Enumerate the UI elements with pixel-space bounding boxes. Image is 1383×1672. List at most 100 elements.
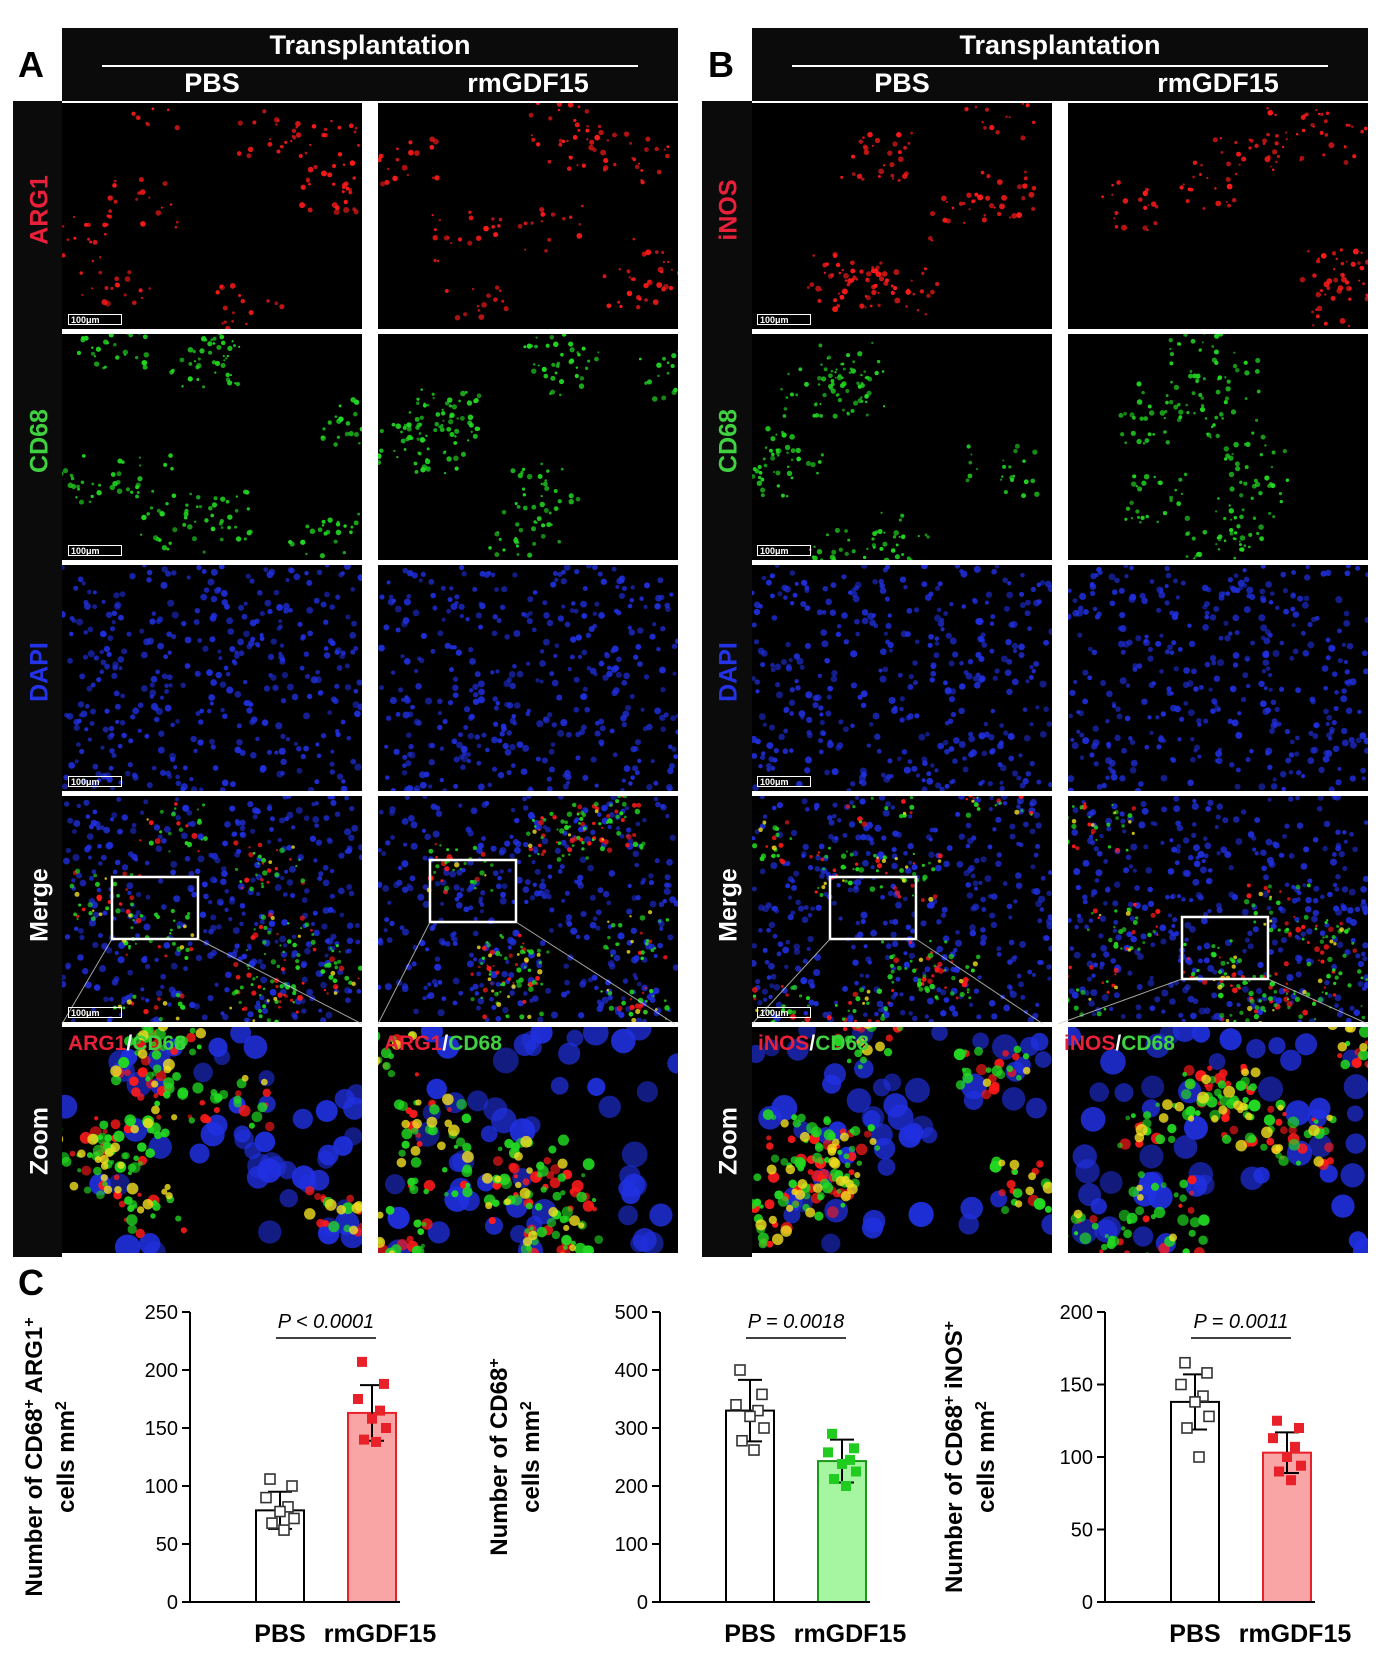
data-point xyxy=(1203,1410,1215,1423)
data-point xyxy=(1179,1356,1191,1369)
panel-b-row-label-inos: iNOS xyxy=(714,179,743,241)
panel-c-letter: C xyxy=(18,1262,44,1303)
y-axis-label-line1: Number of CD68+ iNOS+ xyxy=(941,1321,969,1593)
panel-a-row-label-dapi: DAPI xyxy=(25,642,54,702)
micrograph-a-rmgdf15-zoom xyxy=(378,1027,678,1253)
data-point xyxy=(367,1413,377,1424)
y-tick-label: 50 xyxy=(1071,1520,1093,1542)
data-point xyxy=(379,1378,389,1389)
micrograph-b-pbs-stain1 xyxy=(752,103,1052,329)
micrograph-a-rmgdf15-dapi xyxy=(378,565,678,791)
y-axis-label-line2: cells mm2 xyxy=(53,1401,81,1513)
x-tick-label: PBS xyxy=(1169,1620,1220,1648)
panel-a-header-rule xyxy=(102,65,638,67)
micrograph-b-rmgdf15-merge xyxy=(1068,796,1368,1022)
data-point xyxy=(744,1410,756,1423)
y-tick-label: 100 xyxy=(145,1476,178,1498)
zoom-label-marker: iNOS xyxy=(1064,1032,1116,1055)
scale-bar-b-dapi: 100μm xyxy=(757,776,811,787)
panel-b-row-label-merge: Merge xyxy=(714,868,743,942)
data-point xyxy=(274,1505,286,1518)
zoom-label-cd68: CD68 xyxy=(132,1032,186,1055)
zoom-label-cd68: CD68 xyxy=(448,1032,502,1055)
scale-bar-a-merge: 100μm xyxy=(68,1007,122,1018)
micrograph-a-pbs-cd68 xyxy=(62,334,362,560)
x-tick-label: rmGDF15 xyxy=(324,1620,437,1648)
data-point xyxy=(823,1447,833,1458)
panel-a-letter: A xyxy=(18,44,44,85)
scale-bar-b-inos: 100μm xyxy=(757,314,811,325)
zoom-label-separator: / xyxy=(1115,1032,1122,1055)
y-tick-label: 100 xyxy=(1060,1447,1093,1469)
micrograph-a-pbs-merge xyxy=(62,796,362,1022)
data-point xyxy=(264,1473,276,1485)
panel-a-col-rmgdf15: rmGDF15 xyxy=(467,68,589,98)
zoom-label-a-pbs: ARG1/CD68 xyxy=(68,1032,186,1056)
micrograph-a-pbs-dapi xyxy=(62,565,362,791)
y-tick-label: 200 xyxy=(145,1360,178,1382)
panel-a-row-label-merge: Merge xyxy=(25,868,54,942)
zoom-label-a-rmgdf15: ARG1/CD68 xyxy=(384,1032,502,1056)
data-point xyxy=(371,1436,381,1447)
data-point xyxy=(1282,1452,1292,1462)
zoom-label-cd68: CD68 xyxy=(1121,1032,1175,1055)
y-axis-label: Number of CD68+ ARG1+cells mm2 xyxy=(21,1317,81,1596)
micrograph-b-rmgdf15-zoom xyxy=(1068,1027,1368,1253)
zoom-label-marker: ARG1 xyxy=(384,1032,443,1055)
y-axis-label-line2: cells mm2 xyxy=(973,1401,1001,1513)
data-point xyxy=(748,1444,760,1456)
y-tick-label: 500 xyxy=(615,1302,648,1324)
data-point xyxy=(845,1454,855,1465)
data-point xyxy=(288,1512,300,1525)
y-tick-label: 100 xyxy=(615,1534,648,1556)
micrograph-a-rmgdf15-cd68 xyxy=(378,334,678,560)
panel-b-row-label-cd68: CD68 xyxy=(714,409,743,473)
micrograph-b-pbs-cd68 xyxy=(752,334,1052,560)
micrograph-b-pbs-dapi xyxy=(752,565,1052,791)
scale-bar-b-cd68: 100μm xyxy=(757,545,811,556)
data-point xyxy=(1201,1367,1213,1379)
zoom-label-marker: ARG1 xyxy=(68,1032,127,1055)
data-point xyxy=(1175,1378,1187,1391)
data-point xyxy=(381,1423,391,1433)
micrograph-b-rmgdf15-cd68 xyxy=(1068,334,1368,560)
y-axis-label-line1: Number of CD68+ ARG1+ xyxy=(21,1317,49,1596)
panel-b-row-label-dapi: DAPI xyxy=(714,642,743,702)
panel-a-header-title: Transplantation xyxy=(269,30,471,60)
data-point xyxy=(1274,1466,1284,1477)
y-tick-label: 200 xyxy=(1060,1302,1093,1324)
y-axis-label-line1: Number of CD68+ xyxy=(486,1358,514,1555)
y-tick-label: 400 xyxy=(615,1360,648,1382)
y-tick-label: 250 xyxy=(145,1302,178,1324)
zoom-label-cd68: CD68 xyxy=(815,1032,869,1055)
y-tick-label: 50 xyxy=(156,1534,178,1556)
panel-a-col-pbs: PBS xyxy=(184,68,240,98)
scale-bar-a-arg1: 100μm xyxy=(68,314,122,325)
panel-a-row-label-cd68: CD68 xyxy=(25,409,54,473)
micrograph-b-rmgdf15-dapi xyxy=(1068,565,1368,791)
y-tick-label: 300 xyxy=(615,1418,648,1440)
micrograph-a-rmgdf15-stain1 xyxy=(378,103,678,329)
panel-a-row-label-strip xyxy=(13,101,62,1257)
data-point xyxy=(286,1480,298,1492)
data-point xyxy=(1197,1390,1209,1402)
p-value: P = 0.0011 xyxy=(1193,1311,1288,1333)
y-axis-label: Number of CD68+cells mm2 xyxy=(486,1358,546,1555)
data-point xyxy=(1189,1396,1201,1408)
bar-rmgdf15 xyxy=(1262,1451,1312,1603)
x-tick-label: rmGDF15 xyxy=(794,1620,907,1648)
zoom-label-separator: / xyxy=(126,1032,133,1055)
data-point xyxy=(260,1491,272,1504)
x-tick-label: rmGDF15 xyxy=(1239,1620,1352,1648)
panel-b-col-rmgdf15: rmGDF15 xyxy=(1157,68,1279,98)
micrograph-a-pbs-stain1 xyxy=(62,103,362,329)
data-point xyxy=(752,1404,764,1417)
data-point xyxy=(736,1434,748,1447)
x-tick-label: PBS xyxy=(254,1620,305,1648)
data-point xyxy=(837,1458,847,1469)
data-point xyxy=(266,1517,278,1529)
data-point xyxy=(1296,1460,1306,1471)
scale-bar-b-merge: 100μm xyxy=(757,1007,811,1018)
bar-pbs xyxy=(725,1409,775,1603)
